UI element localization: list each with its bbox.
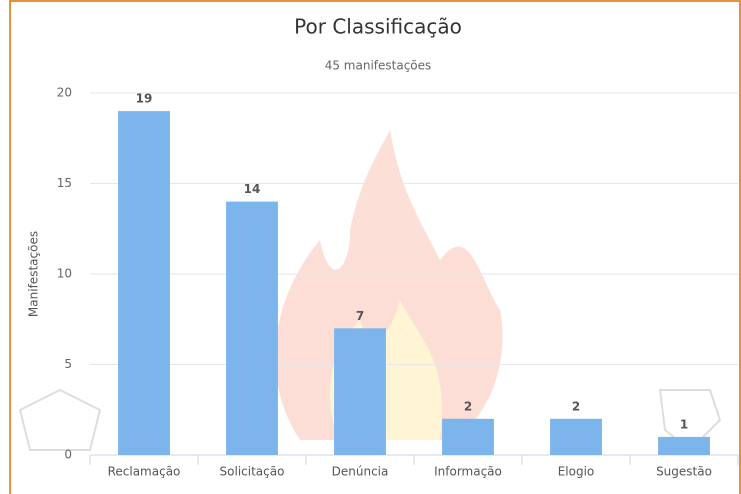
y-tick-label: 15 [57,176,72,190]
bar [226,201,278,455]
bar [442,418,494,455]
bar [118,111,170,455]
y-axis-label: Manifestações [27,231,41,317]
y-tick-label: 0 [64,448,72,462]
y-tick-label: 5 [64,357,72,371]
bar [658,436,710,455]
bar [550,418,602,455]
data-label: 14 [244,182,261,196]
data-label: 7 [356,309,364,323]
data-label: 19 [136,92,153,106]
x-tick-label: Sugestão [656,465,712,479]
y-tick-label: 20 [57,86,72,100]
data-label: 2 [464,399,472,413]
x-tick-label: Denúncia [332,465,389,479]
bar [334,328,386,455]
chart-subtitle: 45 manifestações [325,59,432,73]
x-tick-label: Solicitação [220,465,285,479]
x-tick-label: Elogio [558,465,595,479]
data-label: 1 [680,417,688,431]
x-tick-label: Informação [434,465,502,479]
chart-title: Por Classificação [294,15,462,39]
data-label: 2 [572,399,580,413]
x-tick-label: Reclamação [108,465,181,479]
y-tick-label: 10 [57,267,72,281]
